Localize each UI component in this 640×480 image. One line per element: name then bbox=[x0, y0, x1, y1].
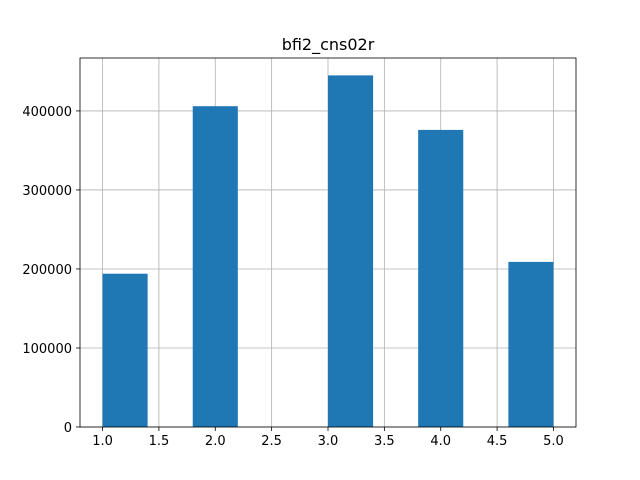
y-tick-label: 300000 bbox=[22, 184, 72, 199]
y-tick-label: 100000 bbox=[22, 342, 72, 357]
chart-title: bfi2_cns02r bbox=[282, 35, 375, 55]
x-tick-label: 5.0 bbox=[543, 434, 564, 449]
histogram-bar bbox=[102, 273, 148, 427]
histogram-bar bbox=[418, 129, 464, 428]
histogram-bar bbox=[328, 75, 374, 427]
x-tick-label: 4.5 bbox=[487, 434, 508, 449]
y-tick-label: 200000 bbox=[22, 263, 72, 278]
y-tick-label: 400000 bbox=[22, 105, 72, 120]
x-tick-label: 2.0 bbox=[205, 434, 226, 449]
tick-marks-and-labels: 1.0 1.5 2.0 2.5 3.0 3.5 4.0 4.5 5.0 0 100000 200000… bbox=[22, 105, 563, 449]
y-tick-label: 0 bbox=[64, 421, 72, 436]
x-tick-label: 2.5 bbox=[261, 434, 282, 449]
x-tick-label: 4.0 bbox=[430, 434, 451, 449]
histogram-bar bbox=[508, 261, 554, 427]
x-tick-label: 3.5 bbox=[374, 434, 395, 449]
x-tick-label: 3.0 bbox=[318, 434, 339, 449]
histogram-bars bbox=[102, 75, 554, 428]
x-tick-label: 1.0 bbox=[92, 434, 113, 449]
x-tick-label: 1.5 bbox=[149, 434, 170, 449]
histogram-bar bbox=[192, 106, 238, 427]
